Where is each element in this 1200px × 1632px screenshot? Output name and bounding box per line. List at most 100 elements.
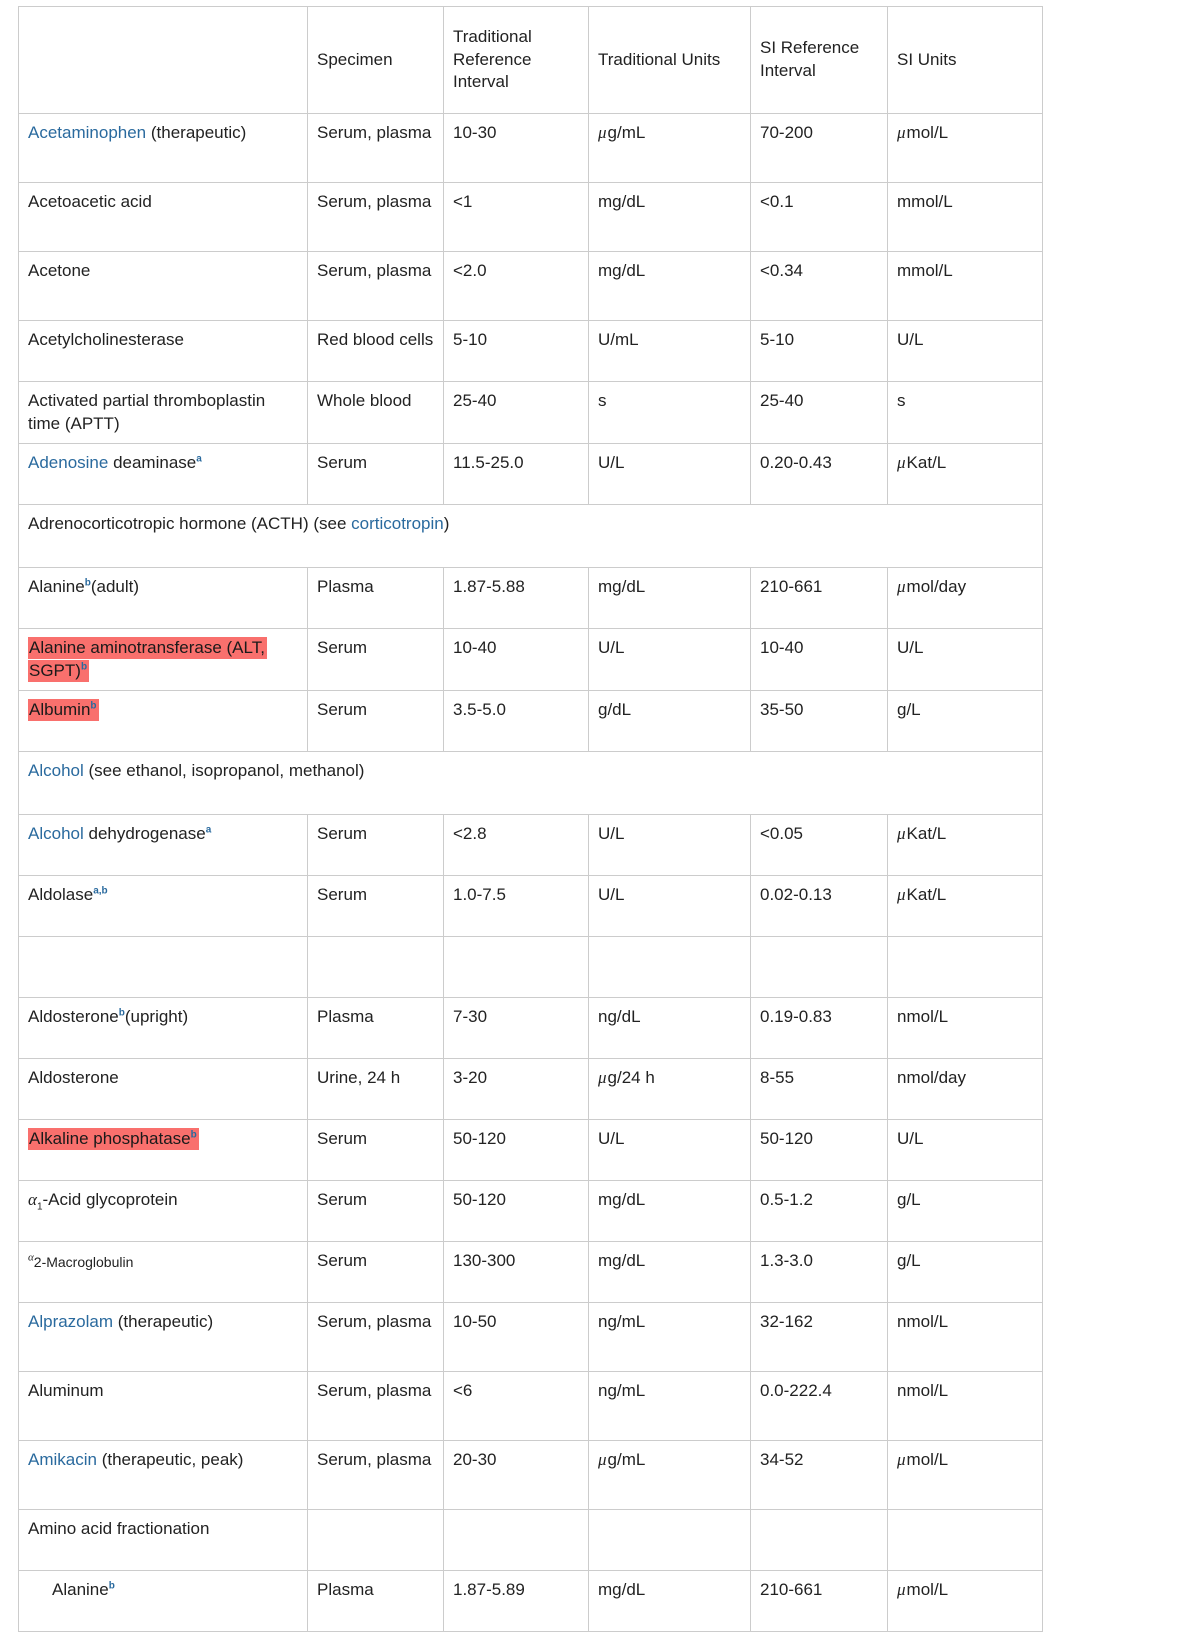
cell-specimen: [307, 1509, 444, 1572]
table-row: Amikacin (therapeutic, peak) Serum, plasm…: [18, 1440, 1043, 1511]
column-header-analyte: [18, 6, 308, 114]
cell-specimen: Serum, plasma: [307, 182, 444, 252]
cell-si-units: μKat/L: [887, 443, 1043, 506]
cell-si-reference-interval: 50-120: [750, 1119, 888, 1182]
analyte-label: α2-Macroglobulin: [28, 1251, 134, 1271]
cell-traditional-reference-interval: 5-10: [443, 320, 589, 382]
cell-si-units: μmol/L: [887, 1570, 1043, 1632]
footnote-marker: a: [205, 824, 212, 836]
mu-symbol: μ: [897, 885, 906, 905]
cell-analyte: Acetaminophen (therapeutic): [18, 113, 308, 183]
cell-analyte: Aldolasea,b: [18, 875, 308, 938]
cell-specimen: Red blood cells: [307, 320, 444, 382]
analyte-link[interactable]: Adenosine: [28, 453, 109, 473]
cell-si-units: U/L: [887, 628, 1043, 692]
cell-specimen: Serum: [307, 875, 444, 938]
table-row: Alanineb Plasma 1.87-5.89 mg/dL 210-661 μmol/…: [18, 1570, 1043, 1632]
analyte-label[interactable]: Alprazolam (therapeutic): [28, 1312, 214, 1332]
cell-si-units: nmol/day: [887, 1058, 1043, 1121]
cell-si-reference-interval: <0.1: [750, 182, 888, 252]
cell-traditional-reference-interval: 130-300: [443, 1241, 589, 1304]
cell-si-units: mmol/L: [887, 251, 1043, 321]
table-header: Specimen Traditional Reference Interval …: [18, 6, 1043, 114]
cell-si-reference-interval: 70-200: [750, 113, 888, 183]
column-header-si-reference-interval: SI Reference Interval: [750, 6, 888, 114]
table-body: Acetaminophen (therapeutic) Serum, plasma…: [18, 113, 1043, 1632]
cell-traditional-reference-interval: <6: [443, 1371, 589, 1442]
analyte-label[interactable]: Adenosine deaminasea: [28, 453, 202, 473]
cell-traditional-units: U/L: [588, 814, 751, 877]
cell-cross-reference: Alcohol (see ethanol, isopropanol, metha…: [18, 751, 1043, 816]
cell-analyte: Alanineb(adult): [18, 567, 308, 630]
column-header-traditional-reference-interval: Traditional Reference Interval: [443, 6, 589, 114]
mu-symbol: μ: [897, 453, 906, 473]
footnote-marker: b: [190, 1129, 197, 1141]
table-row: Acetylcholinesterase Red blood cells 5-10 U…: [18, 320, 1043, 382]
cell-si-units: mmol/L: [887, 182, 1043, 252]
mu-symbol: μ: [897, 577, 906, 597]
cell-specimen: Serum: [307, 1119, 444, 1182]
cell-traditional-reference-interval: 10-40: [443, 628, 589, 692]
cell-specimen: Serum, plasma: [307, 251, 444, 321]
cell-si-units: μmol/day: [887, 567, 1043, 630]
cell-si-reference-interval: 32-162: [750, 1302, 888, 1373]
analyte-label: Amino acid fractionation: [28, 1519, 210, 1539]
page-root: Specimen Traditional Reference Interval …: [18, 6, 1043, 1632]
footnote-marker: a: [196, 453, 202, 465]
cell-empty: [588, 936, 751, 999]
cell-si-units: nmol/L: [887, 1371, 1043, 1442]
cell-si-reference-interval: 35-50: [750, 690, 888, 753]
analyte-label: Albuminb: [28, 699, 99, 722]
analyte-link[interactable]: Amikacin: [28, 1450, 97, 1470]
cell-traditional-reference-interval: 10-50: [443, 1302, 589, 1373]
cell-si-units: [887, 1509, 1043, 1572]
table-row: α1-Acid glycoprotein Serum 50-120 mg/dL 0.5-…: [18, 1180, 1043, 1243]
cell-analyte: Alcohol dehydrogenasea: [18, 814, 308, 877]
cell-si-reference-interval: 10-40: [750, 628, 888, 692]
analyte-link[interactable]: Alcohol: [28, 824, 84, 844]
cell-analyte: Adenosine deaminasea: [18, 443, 308, 506]
cell-traditional-reference-interval: 50-120: [443, 1180, 589, 1243]
analyte-label: Aluminum: [28, 1381, 104, 1401]
mu-symbol: μ: [598, 1450, 607, 1470]
cell-si-units: μmol/L: [887, 1440, 1043, 1511]
cell-traditional-units: μg/24 h: [588, 1058, 751, 1121]
footnote-marker: b: [80, 661, 88, 673]
cell-traditional-units: mg/dL: [588, 182, 751, 252]
alpha-subscript: 1: [36, 1201, 43, 1213]
analyte-link[interactable]: Alprazolam: [28, 1312, 114, 1332]
cell-analyte: Acetylcholinesterase: [18, 320, 308, 382]
table-row: Aldolasea,b Serum 1.0-7.5 U/L 0.02-0.13 μKat/…: [18, 875, 1043, 938]
cell-si-reference-interval: 5-10: [750, 320, 888, 382]
analyte-label[interactable]: Amikacin (therapeutic, peak): [28, 1450, 244, 1470]
cross-reference-link[interactable]: corticotropin: [351, 514, 444, 534]
footnote-marker: b: [90, 700, 97, 712]
cell-specimen: Serum: [307, 1180, 444, 1243]
cross-reference-link[interactable]: Alcohol: [28, 761, 84, 781]
cell-traditional-units: g/dL: [588, 690, 751, 753]
analyte-label[interactable]: Alcohol dehydrogenasea: [28, 824, 212, 844]
cell-traditional-reference-interval: 1.87-5.88: [443, 567, 589, 630]
mu-symbol: μ: [897, 1580, 906, 1600]
analyte-label: Activated partial thromboplastin time (A…: [28, 391, 266, 433]
cell-traditional-units: mg/dL: [588, 1180, 751, 1243]
analyte-label: Alanineb(adult): [28, 577, 140, 597]
table-row: Alkaline phosphataseb Serum 50-120 U/L 50-12…: [18, 1119, 1043, 1182]
cell-si-units: g/L: [887, 690, 1043, 753]
analyte-label: Alanine aminotransferase (ALT, SGPT)b: [28, 637, 267, 682]
table-row: Alcohol dehydrogenasea Serum <2.8 U/L <0.05 μ…: [18, 814, 1043, 877]
cell-si-reference-interval: 1.3-3.0: [750, 1241, 888, 1304]
table-row: Aldosterone Urine, 24 h 3-20 μg/24 h 8-55 nmo…: [18, 1058, 1043, 1121]
column-header-traditional-units: Traditional Units: [588, 6, 751, 114]
analyte-label: Acetone: [28, 261, 91, 280]
cell-traditional-reference-interval: 7-30: [443, 997, 589, 1060]
analyte-label: Acetoacetic acid: [28, 192, 152, 211]
table-row: Acetoacetic acid Serum, plasma <1 mg/dL <0.1…: [18, 182, 1043, 252]
analyte-label[interactable]: Acetaminophen (therapeutic): [28, 123, 247, 142]
cell-traditional-reference-interval: 25-40: [443, 380, 589, 445]
analyte-name-rest: 2-Macroglobulin: [33, 1254, 134, 1271]
cell-analyte: Amikacin (therapeutic, peak): [18, 1440, 308, 1511]
cell-traditional-reference-interval: 1.0-7.5: [443, 875, 589, 938]
table-row: Aldosteroneb(upright) Plasma 7-30 ng/dL 0.19…: [18, 997, 1043, 1060]
analyte-link[interactable]: Acetaminophen: [28, 123, 147, 142]
